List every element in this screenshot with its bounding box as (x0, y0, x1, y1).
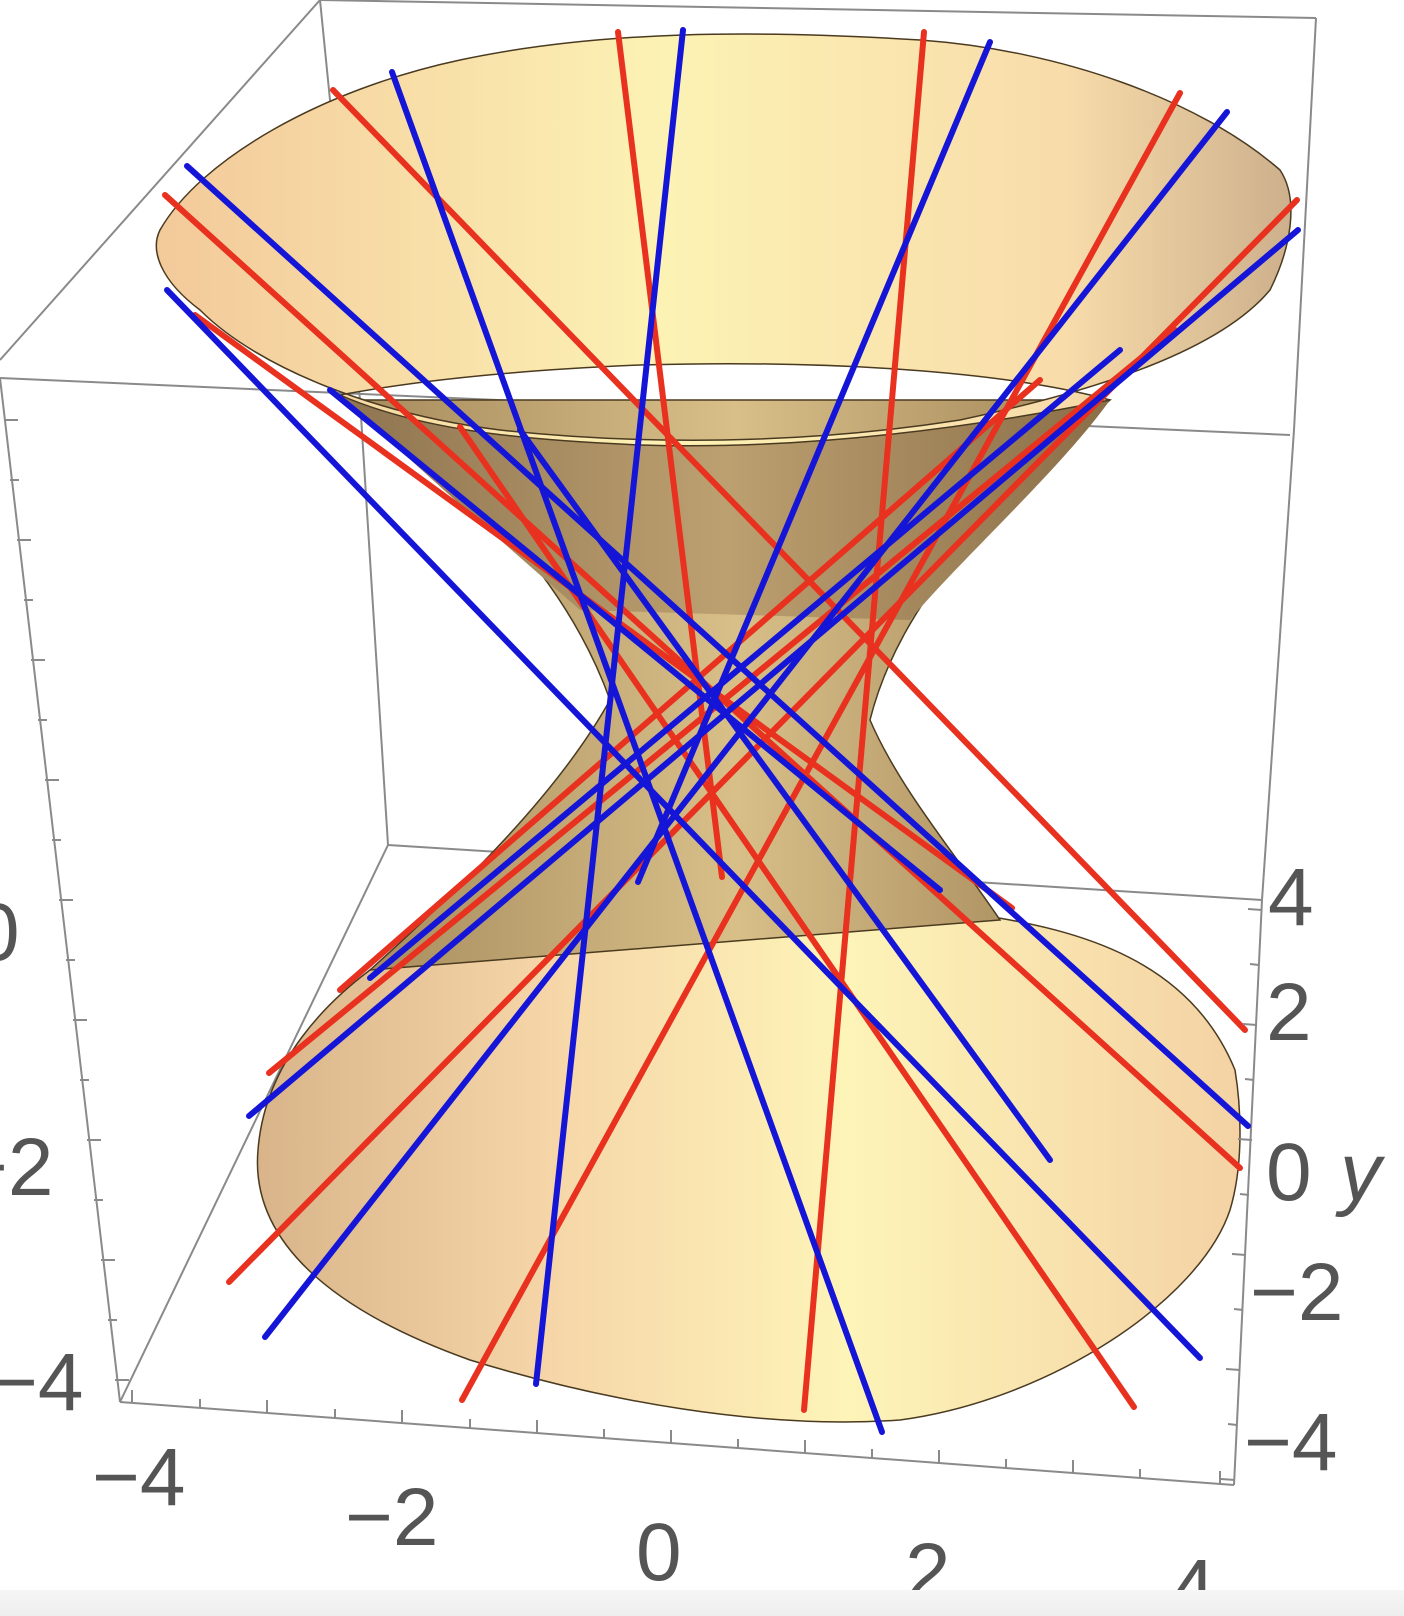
y-tick-label: 4 (1268, 852, 1314, 943)
blue-line (327, 387, 943, 893)
x-axis-tick-labels: −4 −2 0 2 4 (92, 1432, 1216, 1616)
blue-line (164, 287, 1203, 1361)
y-tick-label: 0 (1266, 1127, 1312, 1218)
z-tick-label: −2 (0, 1122, 54, 1213)
z-tick-label: 0 (0, 887, 20, 978)
z-axis-tick-labels: 0 −2 −4 (0, 887, 84, 1428)
blue-line (262, 109, 1230, 1340)
y-axis-tick-labels: 4 2 0 y −2 −4 (1244, 852, 1386, 1488)
red-line (330, 87, 1248, 1033)
z-axis-ticks (4, 419, 129, 1381)
ruling-lines-blue (164, 27, 1301, 1435)
surface-top-rim (155, 33, 1292, 447)
y-tick-label: −4 (1244, 1397, 1338, 1488)
y-tick-label: −2 (1250, 1247, 1344, 1338)
y-axis-label: y (1335, 1127, 1386, 1218)
y-tick-label: 2 (1266, 967, 1312, 1058)
blue-line (635, 39, 993, 885)
bottom-edge-fade (0, 1590, 1404, 1616)
red-line (801, 29, 927, 1413)
x-tick-label: −4 (92, 1432, 186, 1523)
blue-line (533, 27, 686, 1387)
x-tick-label: 0 (636, 1507, 682, 1598)
blue-line (367, 347, 1123, 981)
blue-line (184, 163, 1251, 1129)
red-line (266, 327, 1178, 1076)
ruling-lines-red (162, 29, 1300, 1413)
x-axis-ticks (131, 1390, 1221, 1484)
z-tick-label: −4 (0, 1337, 84, 1428)
x-tick-label: −2 (345, 1472, 439, 1563)
red-line (615, 29, 725, 880)
blue-line (517, 427, 1053, 1163)
blue-line (246, 227, 1301, 1119)
red-line (459, 90, 1183, 1403)
y-axis-ticks (1220, 908, 1263, 1481)
hyperboloid-surface (155, 33, 1292, 1423)
